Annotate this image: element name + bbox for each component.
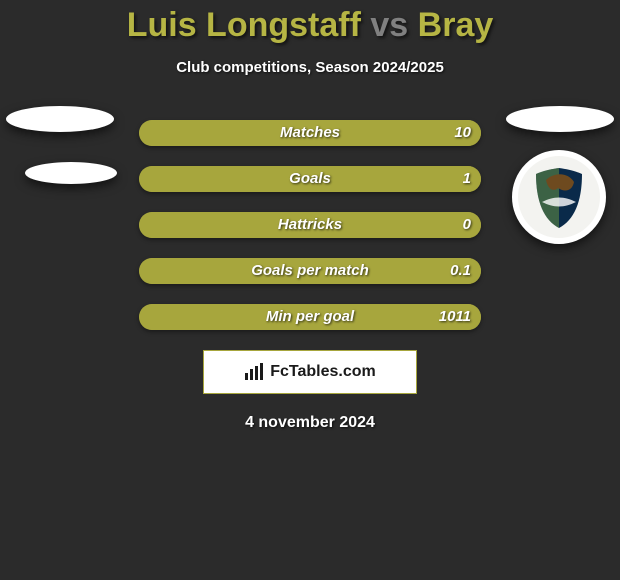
title-player2: Bray [418,6,494,44]
stat-bar-right-value: 0.1 [450,258,471,284]
stat-bar-right-value: 1 [463,166,471,192]
bars-icon [244,363,266,381]
team-logo-right [512,150,606,244]
title-player1: Luis Longstaff [127,6,361,44]
stat-bar: Min per goal1011 [139,304,481,330]
right-placeholder-ellipse [506,106,614,132]
subtitle: Club competitions, Season 2024/2025 [0,59,620,76]
stat-bar-right-value: 0 [463,212,471,238]
stat-bar: Hattricks0 [139,212,481,238]
stat-bar-label: Hattricks [139,212,481,238]
stat-bar: Matches10 [139,120,481,146]
stat-bar: Goals per match0.1 [139,258,481,284]
page-title: Luis Longstaff vs Bray [0,0,620,45]
brand-box: FcTables.com [203,350,417,394]
stat-bar: Goals1 [139,166,481,192]
left-placeholder-ellipse [25,162,117,184]
shield-icon [524,162,594,232]
stat-bar-label: Goals per match [139,258,481,284]
title-vs: vs [370,6,408,44]
stat-bar-right-value: 10 [454,120,471,146]
stat-bar-label: Goals [139,166,481,192]
stat-bar-label: Min per goal [139,304,481,330]
stat-bars: Matches10Goals1Hattricks0Goals per match… [139,120,481,330]
left-placeholder-ellipse [6,106,114,132]
stat-bar-label: Matches [139,120,481,146]
comparison-stage: Matches10Goals1Hattricks0Goals per match… [0,120,620,330]
brand-text: FcTables.com [270,363,376,381]
stat-bar-right-value: 1011 [439,304,471,330]
date-text: 4 november 2024 [0,414,620,432]
